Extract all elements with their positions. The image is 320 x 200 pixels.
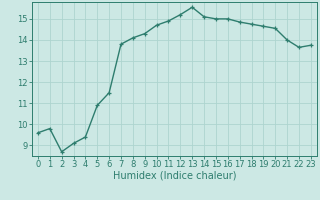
X-axis label: Humidex (Indice chaleur): Humidex (Indice chaleur) [113, 171, 236, 181]
